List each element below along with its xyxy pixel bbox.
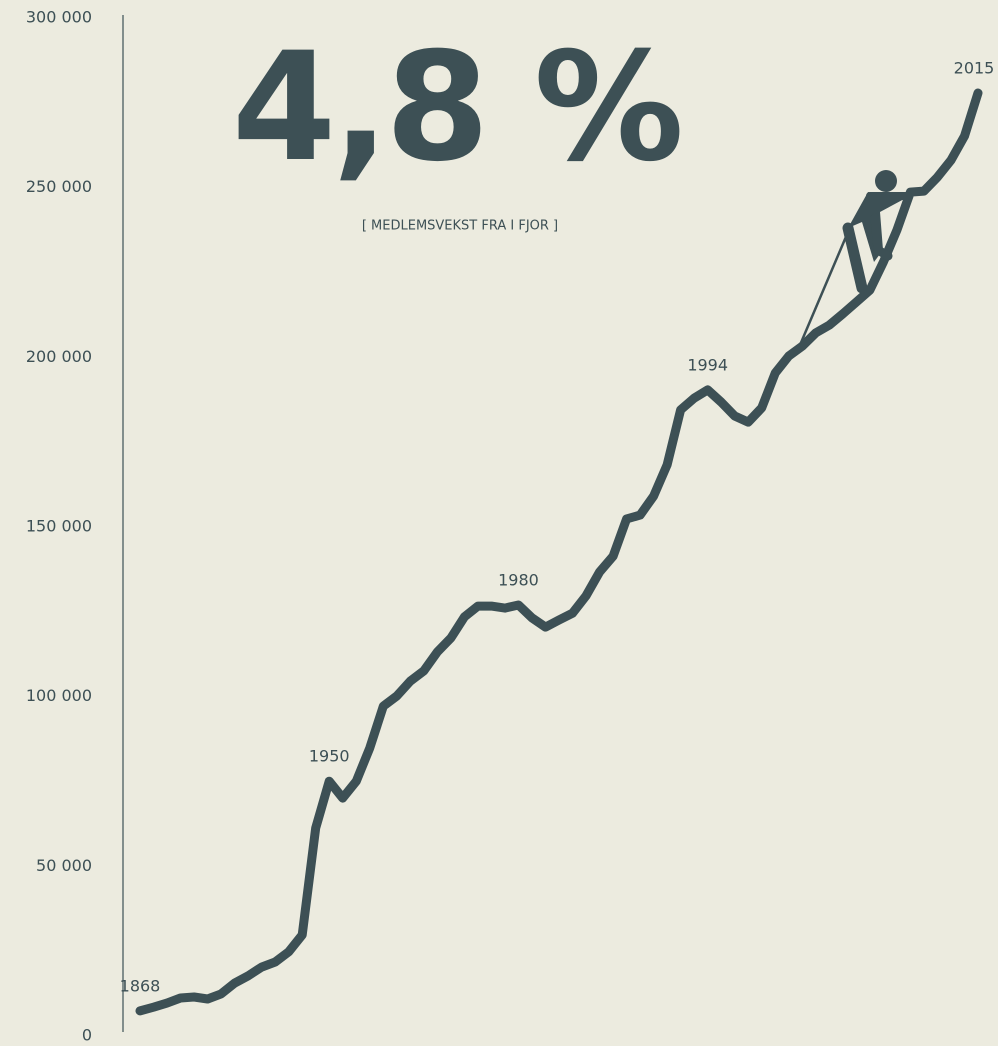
climber-icon <box>798 170 912 346</box>
y-tick-label: 250 000 <box>26 177 92 196</box>
headline: 4,8 % <box>232 21 680 195</box>
year-label: 1868 <box>120 976 161 995</box>
y-tick-label: 200 000 <box>26 347 92 366</box>
y-tick-label: 0 <box>82 1026 92 1045</box>
year-label: 1950 <box>309 747 350 766</box>
y-tick-label: 100 000 <box>26 686 92 705</box>
y-tick-label: 50 000 <box>36 856 92 875</box>
year-label: 1994 <box>687 355 728 374</box>
year-label: 1980 <box>498 571 539 590</box>
y-tick-label: 150 000 <box>26 517 92 536</box>
data-line <box>135 88 983 1016</box>
y-tick-label: 300 000 <box>26 8 92 27</box>
year-label: 2015 <box>954 58 995 77</box>
subtitle: [ MEDLEMSVEKST FRA I FJOR ] <box>362 219 558 234</box>
